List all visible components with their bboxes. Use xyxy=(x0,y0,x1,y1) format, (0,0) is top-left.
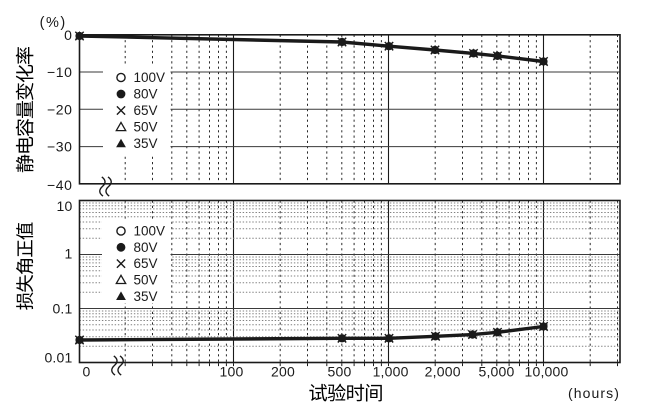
svg-text:0.01: 0.01 xyxy=(44,350,72,366)
svg-text:10,000: 10,000 xyxy=(524,364,568,380)
svg-text:0: 0 xyxy=(64,27,72,43)
svg-text:1,000: 1,000 xyxy=(373,364,409,380)
svg-text:−20: −20 xyxy=(47,101,73,117)
svg-text:1: 1 xyxy=(65,246,73,262)
svg-text:500: 500 xyxy=(328,364,352,380)
svg-text:−10: −10 xyxy=(47,64,73,80)
svg-text:100V: 100V xyxy=(134,224,166,239)
svg-text:35V: 35V xyxy=(134,136,158,151)
svg-text:(%): (%) xyxy=(40,15,67,31)
svg-text:50V: 50V xyxy=(134,120,158,135)
svg-text:0.1: 0.1 xyxy=(52,301,72,317)
svg-text:0: 0 xyxy=(83,364,91,380)
svg-text:200: 200 xyxy=(271,364,295,380)
svg-text:100V: 100V xyxy=(134,70,166,85)
svg-text:−30: −30 xyxy=(47,139,73,155)
svg-text:5,000: 5,000 xyxy=(478,364,514,380)
svg-text:35V: 35V xyxy=(134,289,158,304)
svg-text:80V: 80V xyxy=(134,240,158,255)
svg-text:(hours): (hours) xyxy=(568,385,620,401)
svg-text:2,000: 2,000 xyxy=(425,364,461,380)
svg-text:65V: 65V xyxy=(134,256,158,271)
svg-text:−40: −40 xyxy=(47,177,73,193)
svg-text:100: 100 xyxy=(220,364,244,380)
svg-text:65V: 65V xyxy=(134,103,158,118)
svg-text:80V: 80V xyxy=(134,87,158,102)
svg-text:10: 10 xyxy=(57,198,73,214)
svg-text:50V: 50V xyxy=(134,273,158,288)
